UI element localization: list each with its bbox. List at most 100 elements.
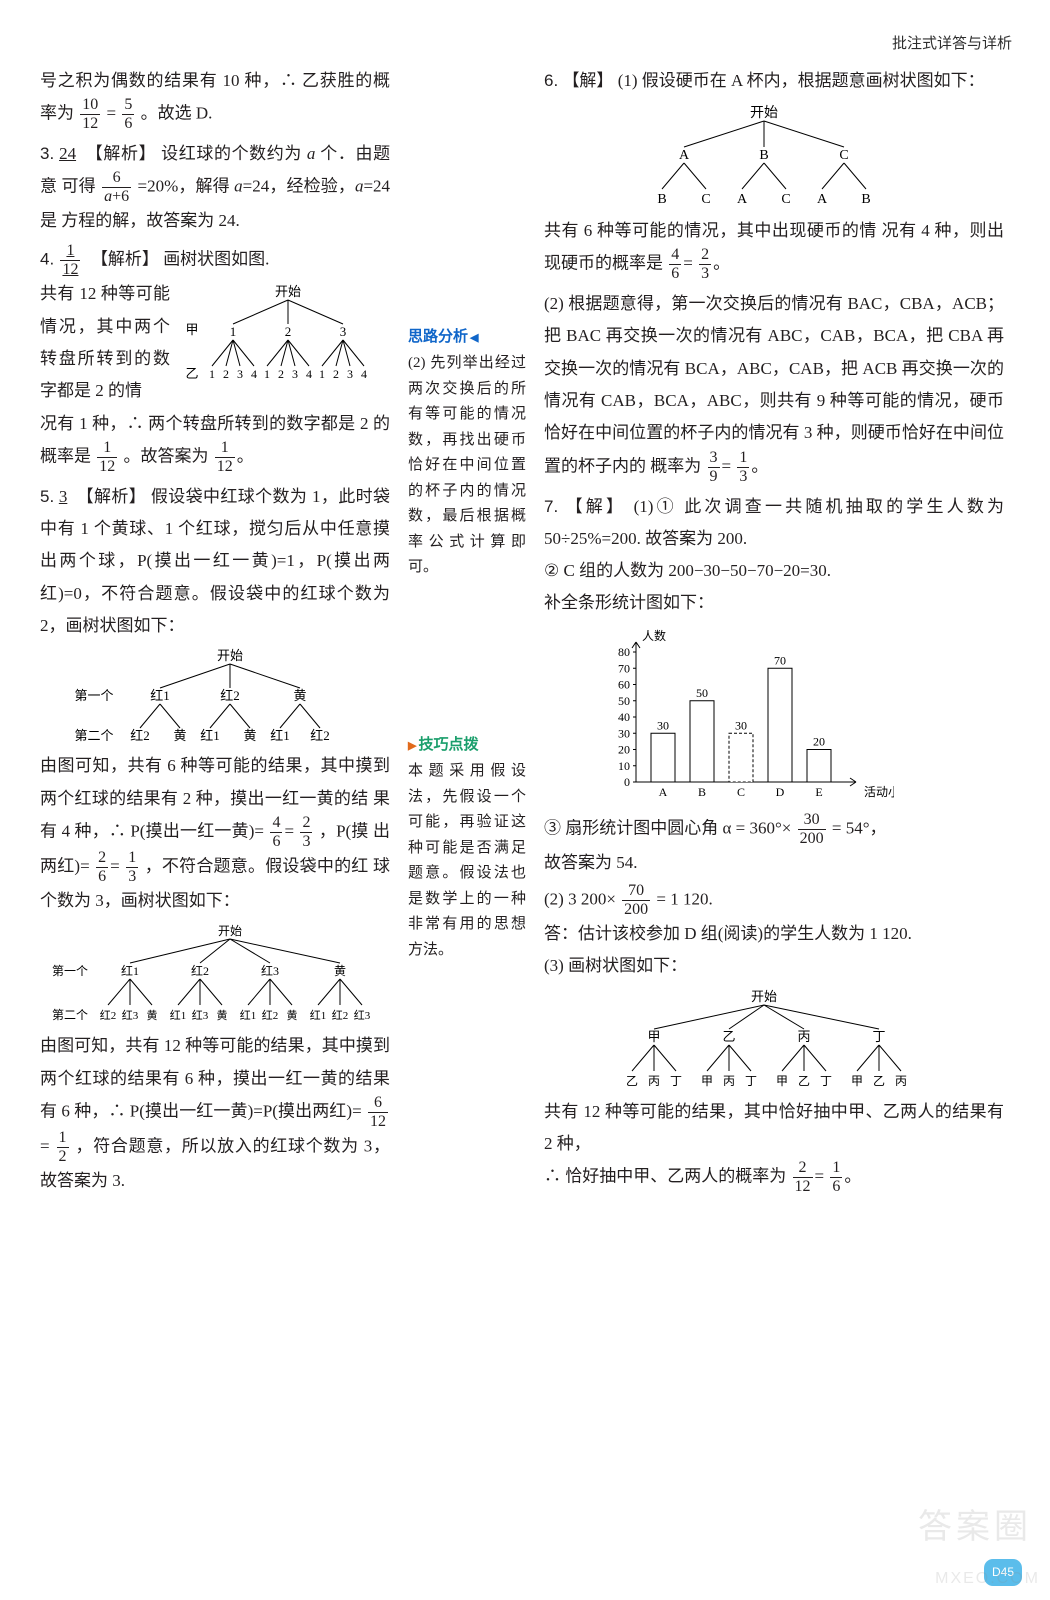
svg-text:红1: 红1 [200, 728, 220, 743]
q4-text-wrap: 共有 12 种等可能情况，其中两个转盘所转到的数字都是 2 的情 [40, 278, 170, 407]
node: 黄 [334, 964, 346, 978]
svg-text:黄: 黄 [147, 1008, 158, 1022]
svg-text:1: 1 [209, 367, 215, 381]
svg-text:60: 60 [618, 677, 630, 691]
svg-text:甲: 甲 [701, 1074, 713, 1088]
svg-text:红3: 红3 [122, 1009, 139, 1022]
node: 红2 [191, 963, 209, 978]
sidenote-body-1: (2) 先列举出经过两次交换后的所有等可能的情况数，再找出硬币恰好在中间位置的杯… [408, 351, 526, 581]
fraction: 12 [57, 1130, 69, 1165]
q7-d: ③ 扇形统计图中圆心角 α = 360°× 30200 = 54°， 故答案为 … [544, 812, 1004, 879]
text: (2) 根据题意得，第一次交换后的情况有 BAC，CBA，ACB；把 BAC 再… [544, 294, 1004, 475]
text: 由图可知，共有 12 种等可能的结果，其中摸到两个红球的结果有 6 种，摸出一红… [40, 1036, 390, 1120]
svg-text:1: 1 [264, 367, 270, 381]
text: 。故答案为 [124, 446, 209, 465]
text: (1) 假设硬币在 A 杯内，根据题意画树状图如下： [618, 71, 985, 90]
text: 设红球的个数约为 [161, 144, 307, 163]
row-label: 乙 [185, 366, 198, 381]
q4-tail: 况有 1 种，∴ 两个转盘所转到的数字都是 2 的 概率是 112 。故答案为 … [40, 408, 390, 475]
svg-text:3: 3 [237, 367, 243, 381]
q6-c: (2) 根据题意得，第一次交换后的情况有 BAC，CBA，ACB；把 BAC 再… [544, 288, 1004, 484]
node: 1 [230, 324, 237, 339]
svg-text:C: C [737, 785, 745, 799]
node: 乙 [722, 1029, 735, 1044]
tree-root: 开始 [750, 105, 778, 121]
q5-tail: 由图可知，共有 12 种等可能的结果，其中摸到两个红球的结果有 6 种，摸出一红… [40, 1030, 390, 1197]
node: 黄 [293, 688, 306, 703]
node: 3 [340, 324, 347, 339]
left-column: 号之积为偶数的结果有 10 种，∴ 乙获胜的概 率为 1012 = 56 。故选… [40, 65, 390, 1585]
svg-text:E: E [815, 785, 822, 799]
svg-text:80: 80 [618, 645, 630, 659]
text: ② C 组的人数为 200−30−50−70−20=30. [544, 561, 831, 580]
node: 红1 [150, 688, 170, 703]
fraction: 30200 [798, 812, 826, 847]
svg-text:红2: 红2 [310, 728, 330, 743]
node: 丁 [872, 1029, 885, 1044]
svg-text:红3: 红3 [354, 1009, 371, 1022]
node: B [759, 148, 768, 163]
text: 技巧点拨 [418, 737, 478, 753]
svg-text:A: A [817, 192, 828, 207]
q-number: 7. [544, 497, 558, 516]
svg-text:黄: 黄 [173, 728, 186, 743]
svg-text:50: 50 [618, 694, 630, 708]
svg-text:红3: 红3 [192, 1009, 209, 1022]
svg-text:C: C [781, 192, 790, 207]
svg-text:10: 10 [618, 759, 630, 773]
sidenote-title-2: 技巧点拨 [408, 731, 526, 760]
fraction: 112 [97, 440, 117, 475]
fraction: 112 [215, 440, 235, 475]
q4-head: 4. 112 【解析】 画树状图如图. [40, 243, 390, 278]
node: 红1 [121, 963, 139, 978]
tree-root: 开始 [275, 284, 301, 299]
node: A [679, 148, 690, 163]
tree-q4: 开始 甲 乙 1 2 3 123412341234 [178, 282, 388, 392]
q4-row: 共有 12 种等可能情况，其中两个转盘所转到的数字都是 2 的情 开始 甲 乙 … [40, 278, 390, 407]
svg-text:甲: 甲 [776, 1074, 788, 1088]
text: 率为 [40, 103, 74, 122]
tag: 【解】 [566, 497, 627, 516]
q6: 6. 【解】 (1) 假设硬币在 A 杯内，根据题意画树状图如下： [544, 65, 1004, 97]
tree-q7: 开始 甲 乙 丙 丁 乙丙丁甲丙丁甲乙丁甲乙丙 [584, 987, 944, 1092]
fraction: 212 [793, 1160, 813, 1195]
svg-text:黄: 黄 [243, 728, 256, 743]
text: 答：估计该校参加 D 组(阅读)的学生人数为 1 120. [544, 924, 912, 943]
fraction: 26 [96, 850, 108, 885]
text: 共有 12 种等可能的结果，其中恰好抽中甲、乙两人的结果有 2 种， [544, 1102, 1004, 1153]
q7: 7. 【解】 (1)① 此次调查一共随机抽取的学生人数为 50÷25%=200.… [544, 491, 1004, 620]
text: (2) 3 200× [544, 889, 616, 908]
text: 共有 6 种等可能的情况，其中出现硬币的情 [544, 221, 877, 240]
text: 况有 1 种，∴ 两个转盘所转到的数字都是 2 的 [40, 414, 390, 433]
right-column: 6. 【解】 (1) 假设硬币在 A 杯内，根据题意画树状图如下： 开始 A B… [544, 65, 1004, 1585]
tag: 【解析】 [86, 144, 156, 163]
row-label: 第二个 [74, 728, 113, 743]
node: C [839, 148, 848, 163]
text: ，不符合题意。假设袋中的红 [145, 856, 369, 875]
text: 概率为 [650, 456, 701, 475]
tree-root: 开始 [217, 648, 243, 663]
svg-text:红1: 红1 [270, 728, 290, 743]
svg-text:乙: 乙 [798, 1074, 810, 1088]
fraction: 46 [270, 815, 282, 850]
svg-text:D: D [776, 785, 785, 799]
svg-text:50: 50 [696, 686, 708, 700]
tag: 【解】 [562, 71, 613, 90]
svg-text:活动小组: 活动小组 [864, 785, 894, 799]
text: ∴ 恰好抽中甲、乙两人的概率为 [544, 1167, 786, 1186]
node: 丙 [797, 1029, 810, 1044]
q-number: 5. [40, 487, 54, 506]
text: 画树状图如图. [163, 250, 269, 269]
svg-text:乙: 乙 [873, 1074, 885, 1088]
svg-text:20: 20 [618, 742, 630, 756]
svg-text:A: A [737, 192, 748, 207]
text: = 54°， [832, 818, 887, 837]
tree-root: 开始 [751, 989, 777, 1004]
sidenote-body-2: 本题采用假设法，先假设一个可能，再验证这种可能是否满足题意。假设法也是数学上的一… [408, 759, 526, 963]
bar-chart: 人数活动小组0102030405060708030A50B30C70D20E [594, 626, 894, 806]
text: 。故选 D. [141, 103, 213, 122]
text: 共有 12 种等可能情况，其中两个转盘所转到的数字都是 2 的情 [40, 284, 170, 400]
q3-answer: 24 [59, 144, 76, 163]
fraction: 6a+6 [102, 170, 131, 205]
q-number: 4. [40, 250, 54, 269]
